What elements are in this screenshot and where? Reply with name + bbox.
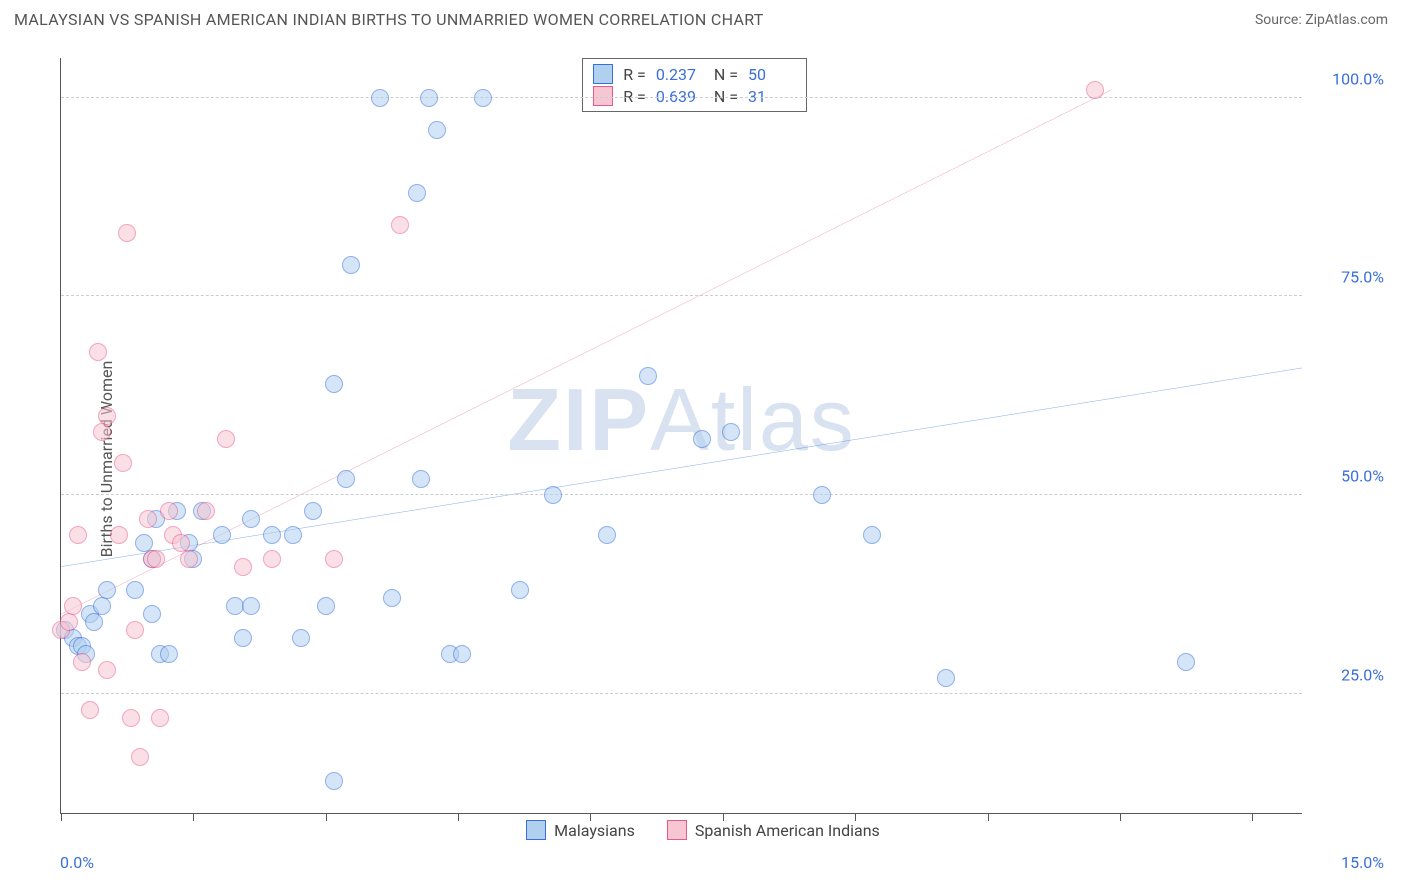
data-point <box>1177 653 1195 671</box>
data-point <box>317 597 335 615</box>
data-point <box>813 486 831 504</box>
x-axis-max-label: 15.0% <box>1341 853 1384 872</box>
data-point <box>234 629 252 647</box>
plot-area: ZIPAtlas R = 0.237 N = 50 R = 0.639 N = … <box>60 58 1302 814</box>
gridline-h <box>61 295 1302 296</box>
legend-label: Spanish American Indians <box>695 821 880 840</box>
data-point <box>284 526 302 544</box>
data-point <box>114 454 132 472</box>
data-point <box>453 645 471 663</box>
data-point <box>180 550 198 568</box>
data-point <box>428 121 446 139</box>
r-label: R = <box>623 65 646 84</box>
data-point <box>73 653 91 671</box>
data-point <box>89 343 107 361</box>
data-point <box>85 613 103 631</box>
data-point <box>98 407 116 425</box>
legend-label: Malaysians <box>554 821 635 840</box>
n-value: 50 <box>748 65 796 84</box>
data-point <box>98 581 116 599</box>
gridline-h <box>61 97 1302 98</box>
data-point <box>197 502 215 520</box>
data-point <box>217 430 235 448</box>
data-point <box>342 256 360 274</box>
data-point <box>263 550 281 568</box>
data-point <box>420 89 438 107</box>
data-point <box>304 502 322 520</box>
data-point <box>93 423 111 441</box>
data-point <box>325 772 343 790</box>
y-tick-label: 100.0% <box>1310 69 1384 88</box>
data-point <box>126 581 144 599</box>
source-label: Source: ZipAtlas.com <box>1255 12 1388 28</box>
data-point <box>242 597 260 615</box>
legend-stats-box: R = 0.237 N = 50 R = 0.639 N = 31 <box>582 58 807 112</box>
swatch-icon <box>593 64 613 84</box>
data-point <box>81 701 99 719</box>
data-point <box>722 423 740 441</box>
x-axis-min-label: 0.0% <box>60 853 94 872</box>
data-point <box>937 669 955 687</box>
chart-title: MALAYSIAN VS SPANISH AMERICAN INDIAN BIR… <box>14 10 764 29</box>
data-point <box>292 629 310 647</box>
y-tick-label: 50.0% <box>1310 467 1384 486</box>
y-tick-label: 25.0% <box>1310 665 1384 684</box>
data-point <box>213 526 231 544</box>
legend-bottom: Malaysians Spanish American Indians <box>14 820 1392 844</box>
data-point <box>337 470 355 488</box>
swatch-icon <box>667 820 687 840</box>
data-point <box>383 589 401 607</box>
data-point <box>863 526 881 544</box>
data-point <box>151 709 169 727</box>
data-point <box>371 89 389 107</box>
data-point <box>226 597 244 615</box>
trend-lines <box>61 58 1302 813</box>
data-point <box>412 470 430 488</box>
watermark-text: ZIPAtlas <box>507 369 856 471</box>
data-point <box>325 375 343 393</box>
data-point <box>242 510 260 528</box>
data-point <box>147 550 165 568</box>
r-value: 0.237 <box>656 65 704 84</box>
data-point <box>408 184 426 202</box>
data-point <box>118 224 136 242</box>
data-point <box>474 89 492 107</box>
n-label: N = <box>714 65 738 84</box>
data-point <box>544 486 562 504</box>
legend-item-spanish: Spanish American Indians <box>667 820 880 840</box>
data-point <box>391 216 409 234</box>
data-point <box>131 748 149 766</box>
data-point <box>234 558 252 576</box>
swatch-icon <box>526 820 546 840</box>
data-point <box>511 581 529 599</box>
data-point <box>98 661 116 679</box>
data-point <box>160 502 178 520</box>
data-point <box>64 597 82 615</box>
gridline-h <box>61 494 1302 495</box>
data-point <box>1086 81 1104 99</box>
data-point <box>639 367 657 385</box>
data-point <box>93 597 111 615</box>
gridline-h <box>61 693 1302 694</box>
data-point <box>598 526 616 544</box>
chart-container: Births to Unmarried Women ZIPAtlas R = 0… <box>14 40 1392 878</box>
legend-stats-row-malaysians: R = 0.237 N = 50 <box>593 63 796 85</box>
trend-line <box>61 368 1302 567</box>
data-point <box>139 510 157 528</box>
data-point <box>60 613 78 631</box>
data-point <box>143 605 161 623</box>
data-point <box>325 550 343 568</box>
data-point <box>69 526 87 544</box>
data-point <box>160 645 178 663</box>
legend-item-malaysians: Malaysians <box>526 820 635 840</box>
data-point <box>263 526 281 544</box>
data-point <box>693 430 711 448</box>
y-tick-label: 75.0% <box>1310 268 1384 287</box>
data-point <box>110 526 128 544</box>
data-point <box>126 621 144 639</box>
data-point <box>122 709 140 727</box>
